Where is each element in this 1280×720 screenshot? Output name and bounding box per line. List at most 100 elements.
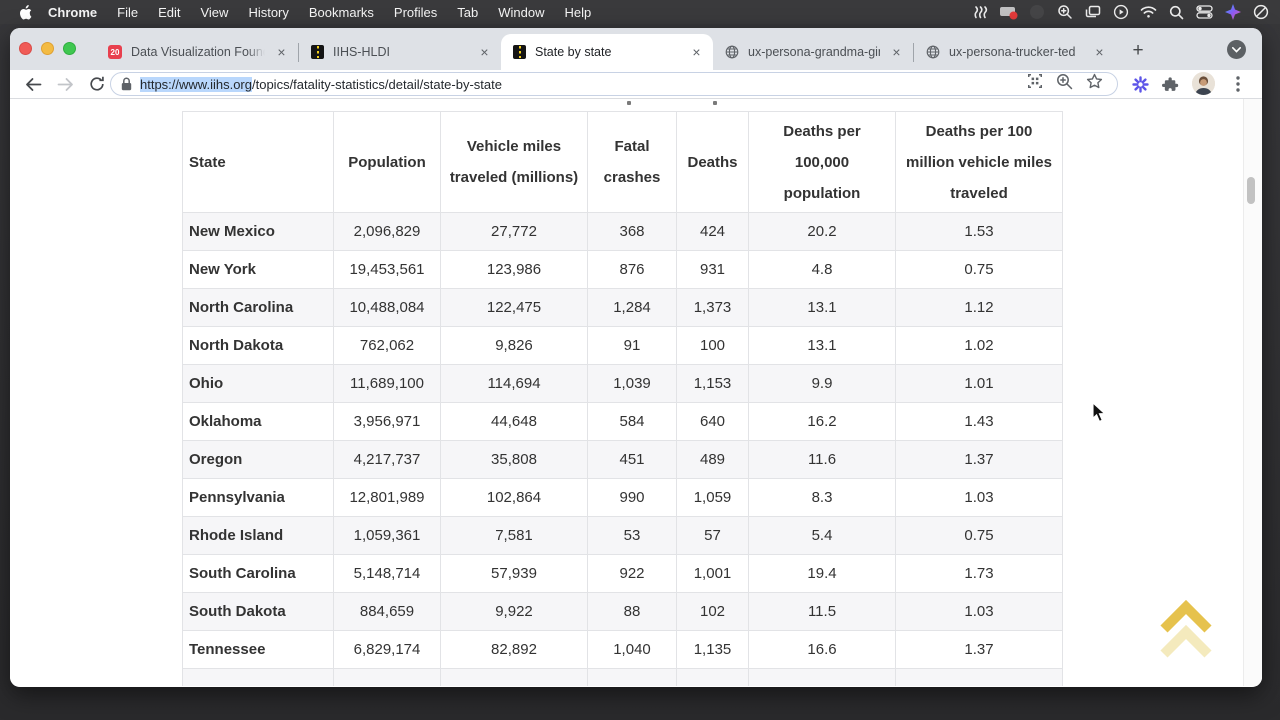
window-minimize-button[interactable] — [41, 42, 54, 55]
new-tab-button[interactable]: + — [1132, 39, 1144, 61]
table-cell: 27,772 — [440, 212, 588, 251]
table-row: Rhode Island 1,059,361 7,581 53 57 5.4 0.75 — [182, 516, 1063, 555]
url-text[interactable]: https://www.iihs.org/topics/fatality-sta… — [140, 76, 502, 92]
table-cell — [182, 668, 334, 686]
menu-item-file[interactable]: File — [117, 4, 139, 20]
apple-menu-icon[interactable] — [14, 4, 36, 20]
tab-data-visualization-founda[interactable]: 20 Data Visualization Founda × — [96, 34, 298, 70]
zoom-page-icon[interactable] — [1056, 73, 1073, 95]
table-row: Oregon 4,217,737 35,808 451 489 11.6 1.37 — [182, 440, 1063, 479]
table-cell: 762,062 — [333, 326, 441, 365]
screen-play-icon[interactable] — [1111, 4, 1130, 21]
menu-item-window[interactable]: Window — [498, 4, 545, 20]
table-cell: Ohio — [182, 364, 334, 403]
column-header: Population — [333, 111, 441, 213]
browser-menu-icon[interactable] — [1226, 72, 1250, 96]
table-cell: 1.03 — [895, 478, 1063, 517]
column-header: Vehicle miles traveled (millions) — [440, 111, 588, 213]
table-cell: 1.12 — [895, 288, 1063, 327]
iihs-favicon — [311, 45, 324, 59]
table-cell: 100 — [676, 326, 749, 365]
wifi-icon[interactable] — [1139, 4, 1158, 21]
control-center-icon[interactable] — [1195, 4, 1214, 21]
page-content: State Population Vehicle miles traveled (m… — [10, 99, 1262, 686]
menu-item-history[interactable]: History — [248, 4, 289, 20]
scrollbar-thumb[interactable] — [1247, 177, 1255, 204]
globe-favicon — [926, 45, 940, 59]
table-cell: New York — [182, 250, 334, 289]
table-cell: 5.4 — [748, 516, 896, 555]
tab-close-icon[interactable]: × — [692, 44, 701, 60]
back-to-top-button[interactable] — [1158, 599, 1214, 661]
table-cell: 9,826 — [440, 326, 588, 365]
tab-divider — [913, 42, 914, 62]
screen-mirroring-icon[interactable] — [999, 4, 1018, 21]
table-cell: 8.3 — [748, 478, 896, 517]
table-cell: 122,475 — [440, 288, 588, 327]
window-zoom-button[interactable] — [63, 42, 76, 55]
menu-item-profiles[interactable]: Profiles — [393, 4, 438, 20]
tab-label: State by state — [535, 45, 612, 59]
column-header: Fatal crashes — [587, 111, 677, 213]
window-close-button[interactable] — [19, 42, 32, 55]
table-cell: 57 — [676, 516, 749, 555]
column-header: Deaths — [676, 111, 749, 213]
table-cell: 35,808 — [440, 440, 588, 479]
back-button[interactable] — [20, 71, 46, 97]
table-cell: 584 — [587, 402, 677, 441]
screenshot-icon[interactable] — [1027, 73, 1043, 94]
profile-avatar[interactable] — [1192, 72, 1215, 95]
table-cell: 19.4 — [748, 554, 896, 593]
table-cell: 44,648 — [440, 402, 588, 441]
tab-ux-persona-grandma-gin[interactable]: ux-persona-grandma-gin × — [713, 34, 913, 70]
table-cell — [748, 668, 896, 686]
table-cell — [333, 668, 441, 686]
wave-lines-icon[interactable] — [971, 4, 990, 21]
zoom-in-icon[interactable] — [1055, 4, 1074, 21]
menu-item-view[interactable]: View — [200, 4, 229, 20]
table-cell: 114,694 — [440, 364, 588, 403]
bookmark-star-icon[interactable] — [1086, 73, 1103, 94]
table-cell: 1.37 — [895, 440, 1063, 479]
menu-item-edit[interactable]: Edit — [158, 4, 181, 20]
table-cell: 9,922 — [440, 592, 588, 631]
tab-iihs-hldi[interactable]: IIHS-HLDI × — [299, 34, 501, 70]
tab-close-icon[interactable]: × — [892, 44, 901, 60]
menu-item-chrome[interactable]: Chrome — [48, 4, 98, 20]
extension-pin-icon[interactable] — [1128, 72, 1152, 96]
forward-button[interactable] — [52, 71, 78, 97]
table-cell: 451 — [587, 440, 677, 479]
table-cell: 82,892 — [440, 630, 588, 669]
table-cell: Pennsylvania — [182, 478, 334, 517]
table-cell: 1.02 — [895, 326, 1063, 365]
menu-item-tab[interactable]: Tab — [457, 4, 479, 20]
table-cell: 1.03 — [895, 592, 1063, 631]
assistant-icon[interactable] — [1223, 4, 1242, 21]
tab-close-icon[interactable]: × — [1095, 44, 1104, 60]
address-bar[interactable]: https://www.iihs.org/topics/fatality-sta… — [110, 72, 1118, 96]
extensions-puzzle-icon[interactable] — [1158, 72, 1182, 96]
page-scrollbar[interactable] — [1243, 99, 1262, 686]
table-row: South Dakota 884,659 9,922 88 102 11.5 1.03 — [182, 592, 1063, 631]
browser-window: 20 Data Visualization Founda × IIHS-HLDI × St… — [10, 28, 1262, 687]
reload-button[interactable] — [84, 71, 110, 97]
tab-close-icon[interactable]: × — [277, 44, 286, 60]
menu-item-bookmarks[interactable]: Bookmarks — [308, 4, 374, 20]
do-not-disturb-icon[interactable] — [1251, 4, 1270, 21]
menu-item-help[interactable]: Help — [564, 4, 592, 20]
tab-close-icon[interactable]: × — [480, 44, 489, 60]
tab-state-by-state[interactable]: State by state × — [501, 34, 713, 70]
table-cell: South Dakota — [182, 592, 334, 631]
table-cell: 57,939 — [440, 554, 588, 593]
table-header-row: State Population Vehicle miles traveled (m… — [182, 111, 1063, 213]
spotlight-search-icon[interactable] — [1167, 4, 1186, 21]
dimmed-record-icon[interactable] — [1027, 4, 1046, 21]
macos-menu-bar: Chrome File Edit View History Bookmarks … — [0, 0, 1280, 24]
tab-ux-persona-trucker-ted[interactable]: ux-persona-trucker-ted × — [914, 34, 1116, 70]
tab-search-menu-button[interactable] — [1227, 40, 1246, 59]
window-copy-icon[interactable] — [1083, 4, 1102, 21]
table-row: New York 19,453,561 123,986 876 931 4.8 0.75 — [182, 250, 1063, 289]
table-cell: 3,956,971 — [333, 402, 441, 441]
table-cell: 11.5 — [748, 592, 896, 631]
tab-label: Data Visualization Founda — [131, 45, 265, 59]
